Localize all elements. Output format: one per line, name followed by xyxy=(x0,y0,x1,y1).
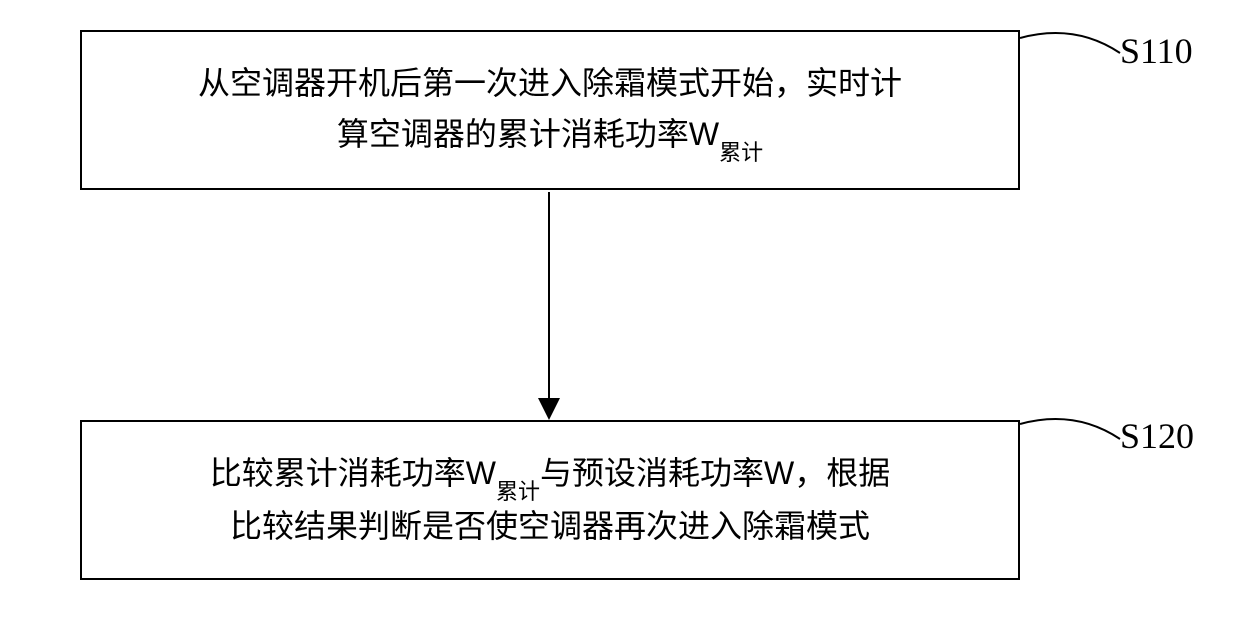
box1-line1: 从空调器开机后第一次进入除霜模式开始，实时计 xyxy=(198,58,902,109)
connector-curve-s120 xyxy=(1020,414,1130,454)
arrow-head xyxy=(538,398,560,420)
box1-line2-pre: 算空调器的累计消耗功率W xyxy=(337,116,719,152)
box2-line1-pre: 比较累计消耗功率W xyxy=(210,455,496,491)
box2-line2: 比较结果判断是否使空调器再次进入除霜模式 xyxy=(230,501,870,552)
box1-line1-text: 从空调器开机后第一次进入除霜模式开始，实时计 xyxy=(198,65,902,101)
label-s120: S120 xyxy=(1120,415,1194,457)
box2-line1-sub: 累计 xyxy=(496,479,540,504)
box1-line2: 算空调器的累计消耗功率W累计 xyxy=(337,109,763,163)
arrow-shaft xyxy=(548,192,550,402)
box2-line1-post: 与预设消耗功率W，根据 xyxy=(540,455,890,491)
box1-line2-sub: 累计 xyxy=(719,140,763,165)
step-box-2: 比较累计消耗功率W累计与预设消耗功率W，根据 比较结果判断是否使空调器再次进入除… xyxy=(80,420,1020,580)
connector-curve-s110 xyxy=(1020,28,1130,68)
flowchart-container: 从空调器开机后第一次进入除霜模式开始，实时计 算空调器的累计消耗功率W累计 S1… xyxy=(0,0,1240,632)
step-box-1: 从空调器开机后第一次进入除霜模式开始，实时计 算空调器的累计消耗功率W累计 xyxy=(80,30,1020,190)
box2-line1: 比较累计消耗功率W累计与预设消耗功率W，根据 xyxy=(210,448,890,502)
label-s110: S110 xyxy=(1120,30,1193,72)
